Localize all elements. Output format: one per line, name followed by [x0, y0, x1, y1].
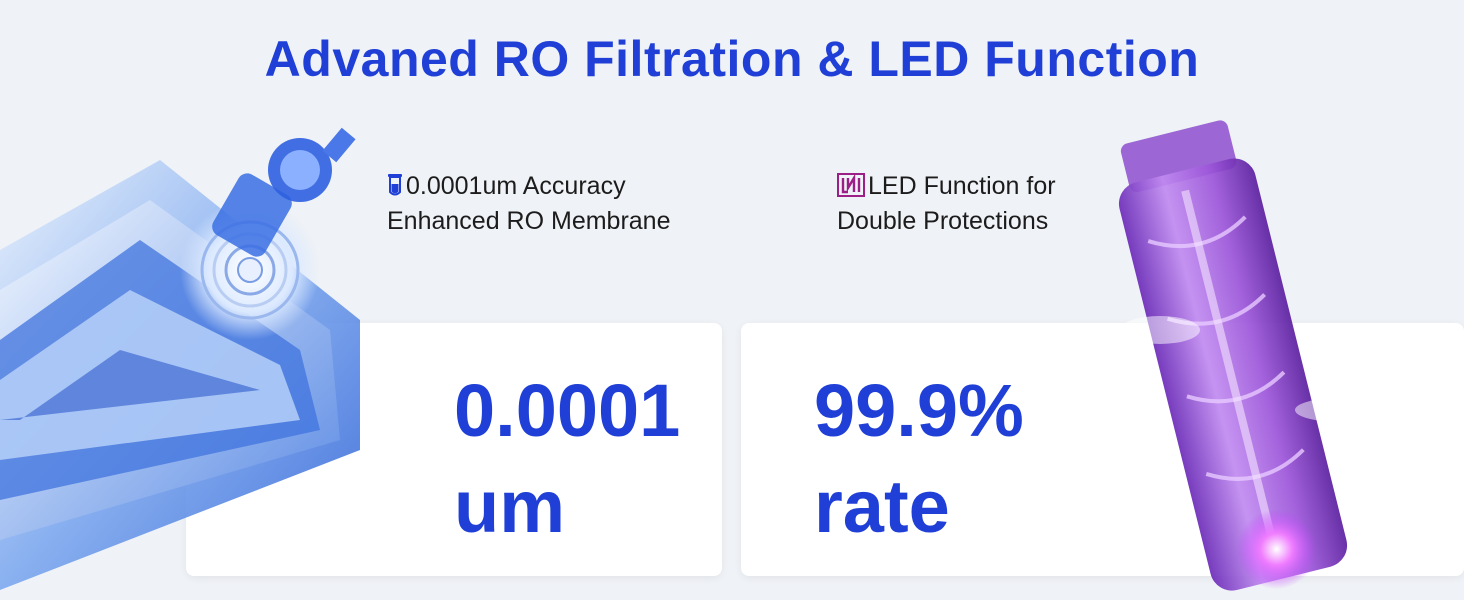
- feature-accuracy: 0.0001um Accuracy Enhanced RO Membrane: [387, 170, 670, 237]
- page-title: Advaned RO Filtration & LED Function: [264, 31, 1200, 87]
- stat-rate-value: 99.9%: [814, 369, 1024, 452]
- stat-accuracy-unit: um: [454, 465, 565, 548]
- stat-rate: 99.9% rate: [814, 363, 1024, 555]
- led-chip-icon: [837, 173, 865, 205]
- feature-led: LED Function for Double Protections: [837, 170, 1056, 237]
- stat-accuracy: 0.0001 um: [454, 363, 680, 555]
- feature-led-line2: Double Protections: [837, 207, 1049, 235]
- feature-accuracy-line2: Enhanced RO Membrane: [387, 207, 671, 235]
- ro-membrane-illustration: [0, 127, 360, 590]
- feature-accuracy-line1: 0.0001um Accuracy: [406, 172, 626, 200]
- stat-accuracy-value: 0.0001: [454, 369, 681, 452]
- feature-led-line1: LED Function for: [868, 172, 1056, 200]
- test-tube-icon: [387, 173, 403, 205]
- stat-rate-unit: rate: [814, 465, 950, 548]
- led-filter-illustration: [1110, 120, 1385, 591]
